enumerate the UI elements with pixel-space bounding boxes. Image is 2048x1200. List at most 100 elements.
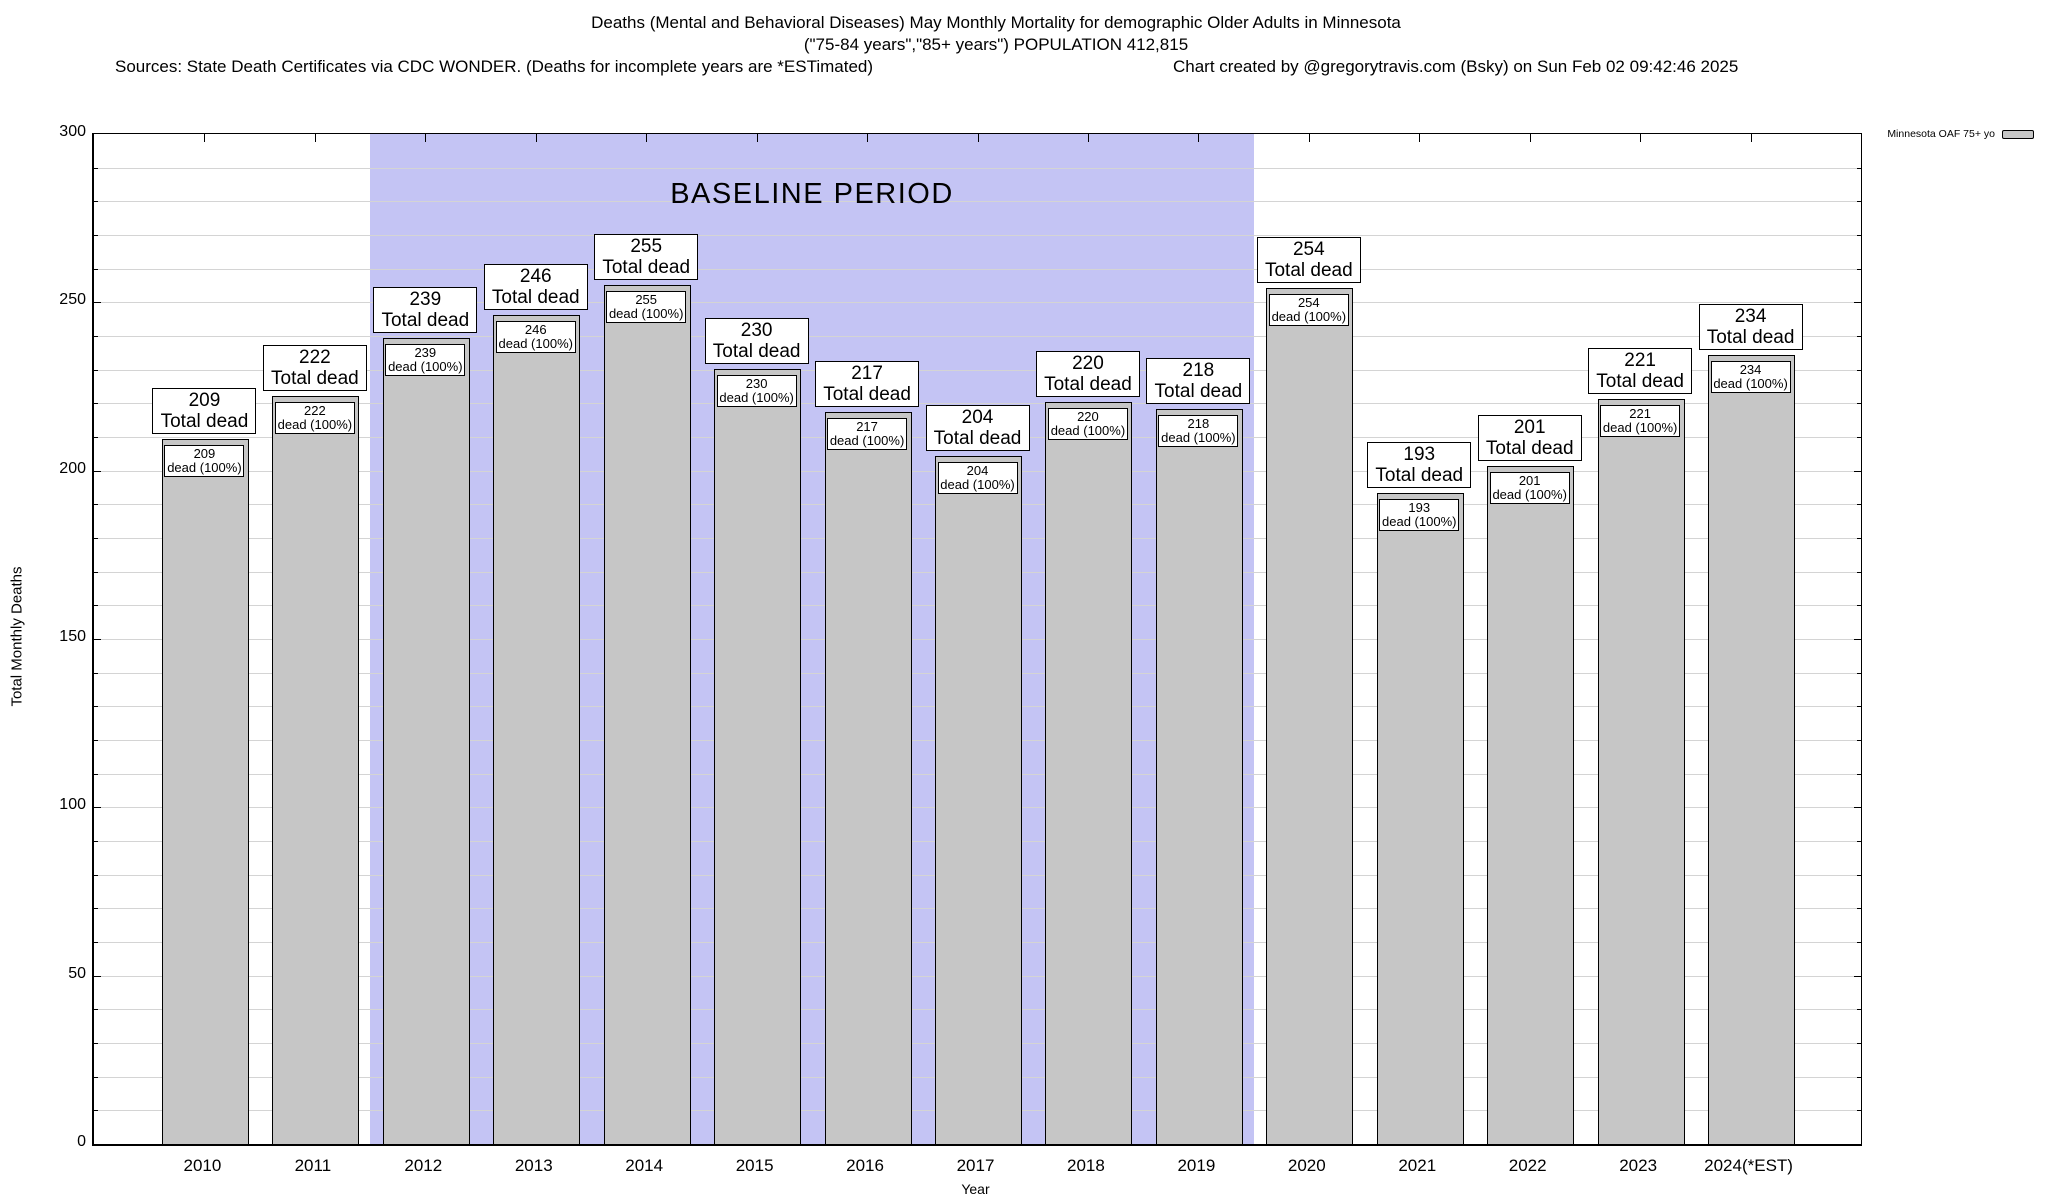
bar-2015 — [714, 368, 802, 1144]
x-axis-top-tick — [1308, 134, 1310, 142]
x-tick-label: 2021 — [1398, 1156, 1437, 1175]
bar-count-value: 222 — [304, 402, 326, 418]
x-tick-label: 2016 — [846, 1156, 884, 1175]
y-axis-tick — [94, 504, 98, 506]
bar-2019 — [1155, 409, 1243, 1144]
y-axis-tick — [94, 403, 98, 405]
bar-count-suffix: dead (100%) — [498, 335, 573, 351]
bar-count-value: 220 — [1077, 409, 1099, 425]
y-axis-tick — [1854, 639, 1861, 640]
y-axis-tick — [94, 773, 98, 775]
x-tick-label: 2024(*EST) — [1704, 1156, 1793, 1175]
bar-total-label: 193 Total dead — [1367, 442, 1472, 489]
bar-2013 — [493, 314, 581, 1144]
y-axis-tick — [1857, 504, 1861, 506]
bar-count-label: 255 dead (100%) — [606, 290, 687, 323]
y-axis-tick — [1857, 740, 1861, 741]
bar-count-label: 193 dead (100%) — [1379, 499, 1460, 532]
y-axis-tick — [1857, 369, 1861, 371]
y-axis-tick — [1857, 1009, 1861, 1011]
bar-2018 — [1045, 402, 1133, 1144]
x-axis-top-tick — [977, 134, 979, 142]
y-axis-tick — [94, 1043, 98, 1044]
y-axis-tick — [94, 201, 98, 203]
chart-title-line1: Deaths (Mental and Behavioral Diseases) … — [591, 13, 1401, 32]
bar-total-value: 230 — [740, 319, 773, 341]
bar-total-value: 221 — [1624, 349, 1656, 371]
bar-total-value: 218 — [1182, 360, 1215, 382]
bar-count-suffix: dead (100%) — [1492, 487, 1567, 503]
bar-total-suffix: Total dead — [712, 340, 801, 362]
gridline — [94, 403, 1861, 405]
y-axis-tick — [94, 470, 101, 472]
bar-total-label: 209 Total dead — [152, 388, 257, 435]
chart-title-line2: ("75-84 years","85+ years") POPULATION 4… — [803, 35, 1189, 54]
bar-count-label: 204 dead (100%) — [937, 462, 1018, 495]
y-axis-tick — [1857, 571, 1861, 573]
y-axis-tick — [1857, 874, 1861, 876]
y-axis-tick — [94, 437, 98, 438]
plot-area: BASELINE PERIOD 209 dead (100%) 209 Total d… — [92, 133, 1862, 1146]
y-axis-tick — [94, 874, 98, 876]
y-axis-tick — [1854, 302, 1861, 304]
bar-total-label: 239 Total dead — [373, 287, 478, 334]
y-tick-label: 150 — [59, 628, 86, 645]
x-tick-label: 2015 — [735, 1156, 774, 1175]
y-axis-tick — [1857, 942, 1861, 943]
x-tick-label: 2013 — [514, 1156, 553, 1175]
bar-total-value: 234 — [1734, 306, 1767, 328]
bar-count-suffix: dead (100%) — [1382, 514, 1457, 530]
bar-total-suffix: Total dead — [1154, 381, 1243, 403]
bar-total-label: 221 Total dead — [1588, 347, 1693, 394]
bar-total-suffix: Total dead — [823, 384, 911, 406]
bar-total-suffix: Total dead — [1485, 438, 1574, 460]
bar-2011 — [272, 395, 360, 1144]
x-tick-label: 2020 — [1287, 1156, 1326, 1175]
legend: Minnesota OAF 75+ yo — [1887, 128, 2034, 140]
x-axis-top-tick — [204, 134, 206, 142]
bar-count-value: 221 — [1629, 405, 1651, 421]
y-axis-tick — [1857, 167, 1861, 169]
bar-total-suffix: Total dead — [1706, 327, 1795, 349]
x-tick-label: 2017 — [956, 1156, 995, 1175]
x-axis-top-tick — [1640, 134, 1642, 142]
x-axis-top-tick — [1087, 134, 1089, 142]
bar-count-value: 254 — [1297, 294, 1320, 310]
bar-2012 — [382, 338, 470, 1144]
legend-swatch — [2002, 129, 2034, 139]
x-tick-label: 2023 — [1619, 1156, 1658, 1175]
bar-total-value: 220 — [1072, 353, 1104, 375]
x-axis-top-tick — [1198, 134, 1200, 142]
gridline — [94, 268, 1861, 270]
y-axis-tick — [1854, 470, 1861, 472]
bar-count-label: 201 dead (100%) — [1489, 472, 1570, 505]
x-tick-label: 2019 — [1177, 1156, 1216, 1175]
y-tick-label: 200 — [59, 459, 86, 477]
x-axis-tick-labels: 2010 2011 2012 2013 2014 2015 2016 2017 2018 2019… — [92, 1156, 1859, 1180]
y-axis-tick — [1854, 975, 1861, 977]
x-axis-top-tick — [867, 134, 869, 142]
y-axis-tick — [94, 369, 98, 371]
y-axis-tick — [1857, 235, 1861, 236]
bar-total-value: 222 — [299, 346, 331, 368]
y-axis-tick — [1857, 336, 1861, 337]
y-tick-label: 250 — [59, 291, 86, 309]
bar-total-suffix: Total dead — [381, 310, 470, 332]
y-axis-tick — [94, 538, 98, 539]
bar-total-suffix: Total dead — [1264, 259, 1353, 281]
bar-2020 — [1266, 287, 1354, 1144]
y-axis-tick — [1857, 1043, 1861, 1044]
bar-total-label: 230 Total dead — [704, 317, 809, 364]
y-axis-tick — [94, 975, 101, 977]
x-axis-top-tick — [1529, 134, 1531, 142]
y-axis-tick — [1857, 538, 1861, 539]
legend-label: Minnesota OAF 75+ yo — [1887, 128, 1995, 140]
x-axis-top-tick — [535, 134, 537, 142]
bar-count-value: 204 — [966, 463, 989, 479]
y-axis-tick — [94, 1110, 98, 1112]
y-axis-tick — [94, 740, 98, 741]
bar-count-value: 246 — [524, 321, 547, 337]
y-axis-tick — [94, 908, 98, 910]
bar-total-suffix: Total dead — [1375, 465, 1464, 487]
